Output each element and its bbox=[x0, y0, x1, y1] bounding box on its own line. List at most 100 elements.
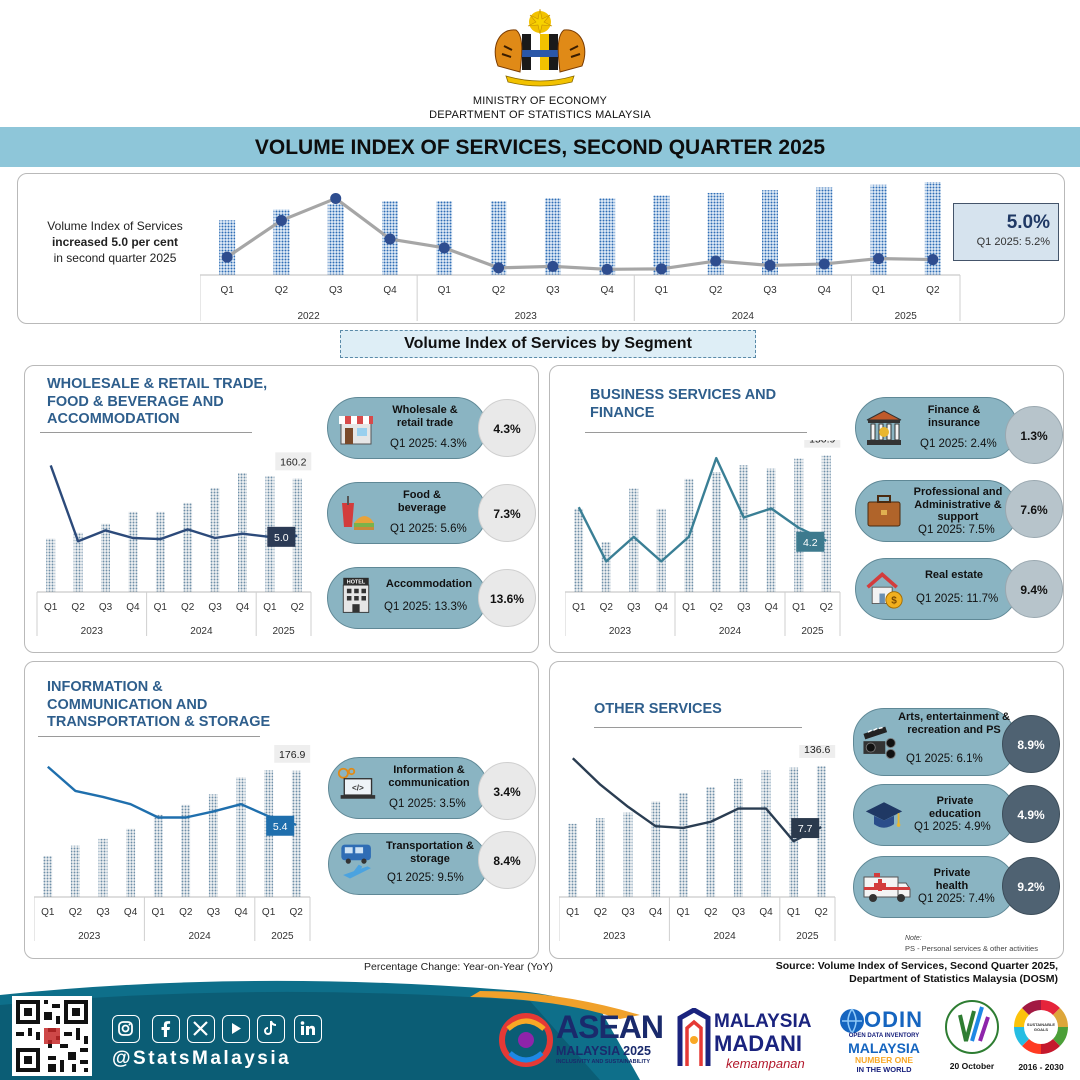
year-label-2025: 2025 bbox=[895, 311, 918, 322]
asean-wordmark: ASEAN bbox=[556, 1009, 664, 1045]
bar-8 bbox=[766, 468, 776, 592]
food-beverage-icon bbox=[342, 496, 374, 530]
information-name: Information & communication bbox=[388, 764, 470, 789]
tick-label-8: Q4 bbox=[236, 602, 250, 613]
source-line1: Source: Volume Index of Services, Second… bbox=[775, 960, 1058, 972]
finance-prev: Q1 2025: 2.4% bbox=[920, 438, 997, 450]
bar-12 bbox=[816, 187, 833, 275]
tick-label-7: Q3 bbox=[208, 602, 222, 613]
bar-3 bbox=[629, 488, 639, 592]
shop-icon bbox=[339, 416, 373, 445]
bus-plane-icon bbox=[341, 844, 371, 879]
bar-5 bbox=[155, 511, 165, 592]
transport-name: Transportation & storage bbox=[385, 840, 474, 865]
tiktok-icon[interactable] bbox=[257, 1015, 285, 1043]
yoy-label: 5.4 bbox=[273, 821, 288, 833]
headline-note-line3: in second quarter 2025 bbox=[53, 251, 177, 265]
headline-kpi-previous: Q1 2025: 5.2% bbox=[976, 236, 1050, 248]
bar-3 bbox=[623, 812, 633, 897]
bar-2 bbox=[273, 209, 290, 275]
information-pill: </> Information & communication Q1 2025:… bbox=[328, 757, 488, 819]
qr-code-image bbox=[16, 1000, 88, 1072]
graduation-cap-icon bbox=[865, 802, 903, 828]
instagram-icon[interactable] bbox=[112, 1015, 140, 1043]
bank-icon bbox=[866, 410, 902, 445]
tick-label-8: Q4 bbox=[600, 285, 614, 296]
tick-label-4: Q4 bbox=[383, 285, 397, 296]
education-pill: Private education Q1 2025: 4.9% bbox=[853, 784, 1016, 846]
headline-note-line2: increased 5.0 per cent bbox=[51, 235, 179, 249]
yoy-point-12 bbox=[818, 258, 830, 270]
tick-label-1: Q1 bbox=[220, 285, 234, 296]
odin-logo: ODIN OPEN DATA INVENTORY MALAYSIA NUMBER… bbox=[838, 1007, 930, 1075]
overall-panel bbox=[17, 173, 1065, 324]
svg-text:$: $ bbox=[891, 596, 897, 607]
other-title-rule bbox=[594, 727, 802, 728]
bar-2 bbox=[601, 542, 611, 592]
film-camera-icon bbox=[863, 726, 896, 759]
yoy-label-box bbox=[266, 815, 295, 836]
wholesale-title: WHOLESALE & RETAIL TRADE, FOOD & BEVERAG… bbox=[47, 376, 268, 427]
other-title: OTHER SERVICES bbox=[594, 701, 722, 717]
bar-10 bbox=[292, 478, 302, 592]
yoy-point-5 bbox=[438, 242, 450, 254]
information-value: 3.4% bbox=[478, 762, 536, 820]
linkedin-icon[interactable] bbox=[294, 1015, 322, 1043]
bar-6 bbox=[706, 787, 716, 897]
year-label-2023: 2023 bbox=[609, 626, 632, 637]
tick-label-2: Q2 bbox=[69, 907, 83, 918]
tick-label-8: Q4 bbox=[765, 602, 779, 613]
year-label-2025: 2025 bbox=[272, 626, 295, 637]
tick-label-7: Q3 bbox=[737, 602, 751, 613]
facebook-icon[interactable] bbox=[152, 1015, 180, 1043]
wholesale-retail-name: Wholesale & retail trade bbox=[392, 404, 458, 429]
yoy-label: 5.0 bbox=[274, 532, 289, 544]
accommodation-prev: Q1 2025: 13.3% bbox=[384, 601, 468, 613]
page-title: VOLUME INDEX OF SERVICES, SECOND QUARTER… bbox=[254, 136, 826, 159]
year-label-2024: 2024 bbox=[732, 311, 755, 322]
x-twitter-icon[interactable] bbox=[187, 1015, 215, 1043]
yoy-line bbox=[49, 465, 298, 543]
bar-7 bbox=[739, 465, 749, 592]
headline-kpi-value: 5.0% bbox=[1006, 212, 1050, 233]
bar-2 bbox=[73, 532, 83, 592]
tick-label-10: Q2 bbox=[815, 907, 829, 918]
tick-label-2: Q2 bbox=[594, 907, 608, 918]
bar-8 bbox=[761, 770, 771, 897]
yoy-point-8 bbox=[601, 263, 613, 275]
business-chart: Q1 Q2 Q3 Q4 Q1 Q2 Q3 Q4 Q1 Q2 2023 2024 2025 150.9 4.2 bbox=[565, 440, 841, 637]
health-name: Private health bbox=[933, 867, 971, 892]
food-beverage-prev: Q1 2025: 5.6% bbox=[390, 523, 467, 535]
tick-label-10: Q2 bbox=[709, 285, 723, 296]
qr-code[interactable] bbox=[12, 996, 92, 1076]
health-prev: Q1 2025: 7.4% bbox=[918, 893, 995, 905]
tick-label-10: Q2 bbox=[820, 602, 834, 613]
yoy-point-14 bbox=[927, 254, 939, 266]
index-label-box bbox=[275, 452, 312, 471]
arts-name: Arts, entertainment & recreation and PS bbox=[898, 711, 1010, 736]
bar-13 bbox=[870, 184, 887, 275]
bar-14 bbox=[924, 182, 941, 275]
tick-label-1: Q1 bbox=[44, 602, 58, 613]
social-handle[interactable]: @StatsMalaysia bbox=[112, 1048, 292, 1069]
tick-label-1: Q1 bbox=[572, 602, 586, 613]
year-label-2025: 2025 bbox=[271, 931, 294, 942]
bar-6 bbox=[711, 472, 721, 592]
tick-label-3: Q3 bbox=[99, 602, 113, 613]
youtube-icon[interactable] bbox=[222, 1015, 250, 1043]
index-label: 160.2 bbox=[280, 456, 306, 468]
segment-heading: Volume Index of Services by Segment bbox=[340, 330, 756, 358]
odin-wordmark: ODIN bbox=[864, 1007, 923, 1032]
yoy-line bbox=[226, 196, 933, 271]
yoy-point-7 bbox=[547, 260, 559, 272]
tick-label-7: Q3 bbox=[546, 285, 560, 296]
madani-line2: MADANI bbox=[714, 1031, 802, 1056]
tick-label-5: Q1 bbox=[677, 907, 691, 918]
headline-note: Volume Index of Services increased 5.0 p… bbox=[30, 218, 200, 266]
wholesale-retail-value: 4.3% bbox=[478, 399, 536, 457]
bar-5 bbox=[153, 814, 163, 897]
tick-label-3: Q3 bbox=[96, 907, 110, 918]
infocomm-chart: Q1 Q2 Q3 Q4 Q1 Q2 Q3 Q4 Q1 Q2 2023 2024 2025 176.9 5.4 bbox=[34, 745, 311, 942]
year-label-2025: 2025 bbox=[796, 931, 819, 942]
accommodation-pill: HOTEL Accommodation Q1 2025: 13.3% bbox=[327, 567, 487, 629]
